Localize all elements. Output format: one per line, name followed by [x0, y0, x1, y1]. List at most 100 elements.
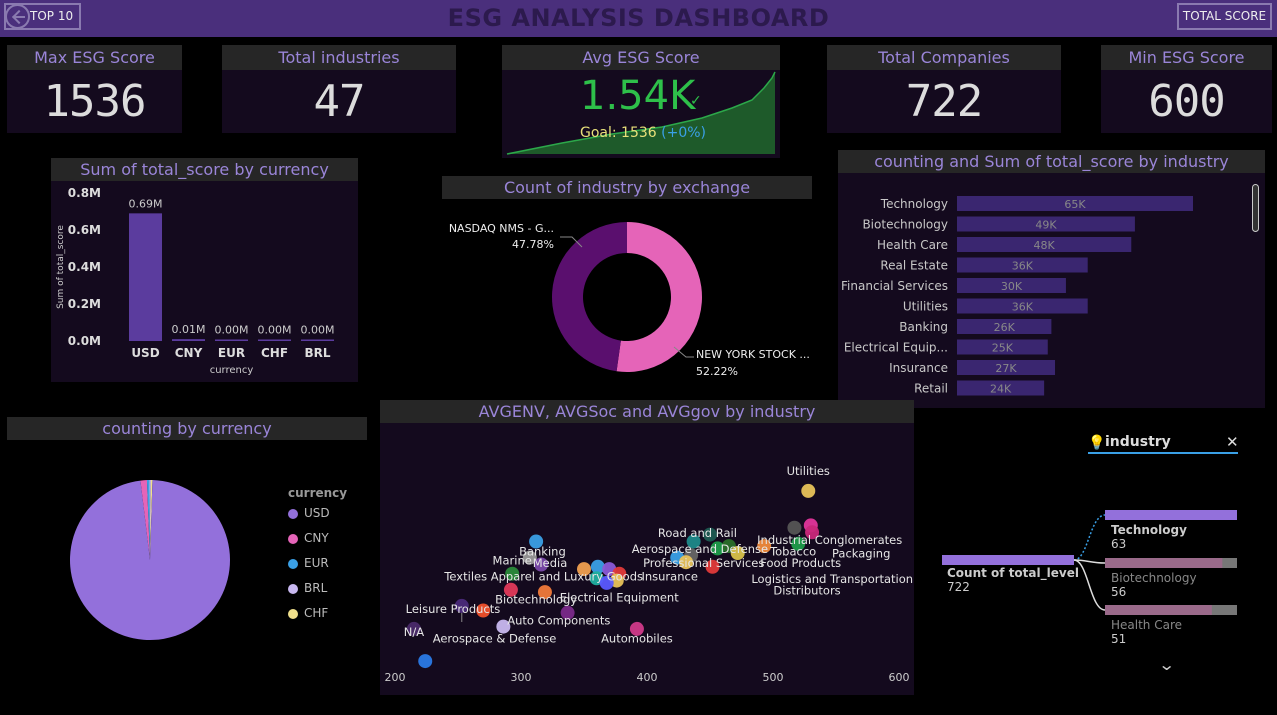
decomp-label: Biotechnology [1111, 571, 1197, 585]
kpi-avg-card: Avg ESG Score 1.54K ✓ Goal: 1536 (+0%) [502, 45, 780, 158]
legend-label: EUR [304, 556, 329, 570]
industry-field-selector[interactable]: 💡 industry ✕ [1088, 433, 1239, 454]
scatter-point [537, 585, 552, 600]
scatter-label: Logistics and Transportation [751, 572, 913, 586]
kpi-min-title: Min ESG Score [1101, 45, 1272, 70]
scatter-point [629, 621, 644, 636]
decomp-root-label: Count of total_level [947, 566, 1079, 580]
legend-item-usd[interactable]: USD [288, 506, 347, 531]
industry-bar-value: 27K [995, 362, 1017, 375]
x-tick-label: 200 [385, 671, 406, 684]
bar-brl [301, 339, 334, 341]
industry-bar-value: 49K [1035, 219, 1057, 232]
scatter-point [505, 566, 520, 581]
scatter-point [757, 539, 772, 554]
legend-label: CHF [304, 606, 329, 620]
donut-label: NASDAQ NMS - G... [449, 222, 554, 235]
legend-item-cny[interactable]: CNY [288, 531, 347, 556]
donut-pct: 47.78% [512, 238, 554, 251]
pie-slice-cny [140, 480, 150, 560]
y-tick-label: 0.4M [68, 260, 101, 274]
scatter-point [730, 546, 745, 560]
x-tick-label: USD [131, 346, 159, 360]
decomp-value: 51 [1111, 632, 1126, 646]
kpi-companies-title: Total Companies [827, 45, 1061, 70]
kpi-industries-value: 47 [222, 70, 456, 133]
decomp-link [1073, 514, 1106, 561]
kpi-industries-card: Total industries 47 [222, 45, 456, 133]
avg-trend-area [506, 71, 776, 155]
kpi-max-title: Max ESG Score [7, 45, 182, 70]
scatter-panel: AVGENV, AVGSoc and AVGgov by industry 20… [380, 400, 914, 695]
industry-bar-label: Real Estate [880, 259, 948, 273]
top10-back-button[interactable]: TOP 10 [4, 3, 81, 30]
industry-bar-value: 48K [1034, 239, 1056, 252]
scatter-label: Electrical Equipment [560, 590, 679, 604]
kpi-avg-goal-line: Goal: 1536 (+0%) [580, 125, 706, 141]
legend-item-chf[interactable]: CHF [288, 606, 347, 631]
scatter-point [705, 559, 720, 574]
scatter-label: Aerospace & Defense [433, 632, 557, 646]
industry-bar [957, 380, 1045, 396]
leader-line [560, 236, 583, 248]
industry-bar-title: counting and Sum of total_score by indus… [838, 150, 1265, 173]
scatter-label: Professional Services [643, 556, 764, 570]
decomp-label: Health Care [1111, 618, 1182, 632]
scatter-point [599, 575, 614, 590]
scatter-point [476, 603, 491, 618]
kpi-max-card: Max ESG Score 1536 [7, 45, 182, 133]
x-tick-label: 400 [637, 671, 658, 684]
scatter-point [503, 582, 518, 597]
industry-bar-label: Biotechnology [862, 218, 948, 232]
header-bar [0, 0, 1277, 37]
lightbulb-icon: 💡 [1088, 435, 1106, 451]
decomp-label: Technology [1111, 523, 1187, 537]
legend-dot [288, 558, 298, 569]
legend-dot [288, 583, 298, 594]
donut-slice [551, 222, 627, 372]
industry-scrollbar[interactable] [1252, 184, 1259, 232]
x-tick-label: 300 [511, 671, 532, 684]
x-tick-label: CHF [261, 346, 288, 360]
kpi-avg-title: Avg ESG Score [502, 45, 780, 70]
industry-bar-value: 25K [992, 342, 1014, 355]
chevron-down-icon[interactable]: ⌄ [1157, 655, 1176, 674]
scatter-point [686, 534, 701, 549]
scatter-point [534, 557, 549, 572]
legend-item-brl[interactable]: BRL [288, 581, 347, 606]
scatter-label: Packaging [832, 547, 890, 561]
legend-item-eur[interactable]: EUR [288, 556, 347, 581]
decomp-bar-technology [1105, 510, 1237, 520]
bar-cny [172, 339, 205, 341]
decomp-root-bar [942, 555, 1074, 565]
kpi-min-card: Min ESG Score 600 [1101, 45, 1272, 133]
back-arrow-icon [5, 4, 30, 29]
bar-data-label: 0.00M [258, 324, 292, 337]
x-tick-label: 500 [763, 671, 784, 684]
industry-bar [957, 319, 1052, 334]
scatter-point [805, 525, 820, 540]
scatter-label: Textiles Apparel and Luxury Goods [443, 570, 643, 584]
exchange-donut-title: Count of industry by exchange [442, 176, 812, 199]
scatter-point [801, 483, 816, 498]
close-icon[interactable]: ✕ [1226, 433, 1239, 451]
industry-bar [957, 298, 1088, 314]
decomp-root-value: 722 [947, 580, 970, 594]
scatter-point [560, 605, 575, 620]
scatter-label: Marine [493, 554, 532, 568]
industry-bar-value: 36K [1012, 260, 1034, 273]
bar-data-label: 0.69M [129, 197, 163, 210]
scatter-label: Utilities [787, 464, 830, 478]
scatter-label: Media [533, 556, 568, 570]
scatter-label: Banking [519, 544, 566, 558]
industry-bar [957, 339, 1048, 355]
donut-label: NEW YORK STOCK ... [696, 348, 810, 361]
legend-label: BRL [304, 581, 328, 595]
y-tick-label: 0.2M [68, 297, 101, 311]
total-score-button[interactable]: TOTAL SCORE [1177, 3, 1272, 30]
legend-dot [288, 533, 298, 544]
currency-bar-panel: Sum of total_score by currency 0.8M 0.6M 0… [51, 158, 358, 382]
industry-bar-value: 36K [1012, 301, 1034, 314]
scatter-label: N/A [404, 625, 424, 639]
